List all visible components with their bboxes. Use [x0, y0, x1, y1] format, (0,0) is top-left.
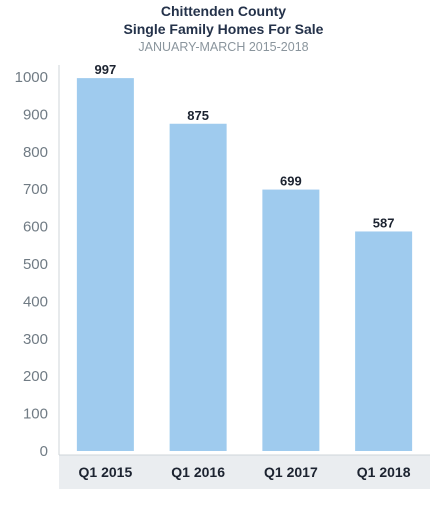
bar	[262, 189, 320, 451]
data-label: 699	[280, 174, 302, 189]
y-tick-label: 500	[23, 256, 48, 273]
x-tick-label: Q1 2018	[357, 464, 411, 480]
chart-period: JANUARY-MARCH 2015-2018	[138, 40, 309, 54]
category-labels: Q1 2015 Q1 2016 Q1 2017 Q1 2018	[79, 464, 411, 480]
y-tick-label: 0	[40, 443, 48, 460]
bar	[76, 78, 134, 451]
bars	[76, 78, 413, 451]
data-label: 875	[187, 108, 209, 123]
y-tick-label: 100	[23, 406, 48, 423]
x-tick-label: Q1 2016	[171, 464, 225, 480]
chart-title: Chittenden County	[160, 3, 287, 19]
y-tick-label: 200	[23, 368, 48, 385]
category-axis-band	[59, 455, 430, 489]
bar	[169, 123, 227, 451]
y-tick-label: 900	[23, 106, 48, 123]
data-labels: 997 875 699 587	[95, 62, 395, 230]
bar	[355, 231, 413, 451]
data-label: 587	[373, 215, 395, 230]
y-tick-label: 800	[23, 144, 48, 161]
x-tick-label: Q1 2017	[264, 464, 318, 480]
y-tick-label: 1000	[15, 69, 48, 86]
data-label: 997	[95, 62, 117, 77]
y-tick-label: 700	[23, 181, 48, 198]
x-tick-label: Q1 2015	[79, 464, 133, 480]
y-tick-label: 600	[23, 219, 48, 236]
chart-subtitle: Single Family Homes For Sale	[123, 21, 324, 37]
y-tick-label: 400	[23, 293, 48, 310]
y-tick-label: 300	[23, 331, 48, 348]
y-axis-ticks: 0 100 200 300 400 500 600 700 800 900 1000	[15, 69, 48, 460]
